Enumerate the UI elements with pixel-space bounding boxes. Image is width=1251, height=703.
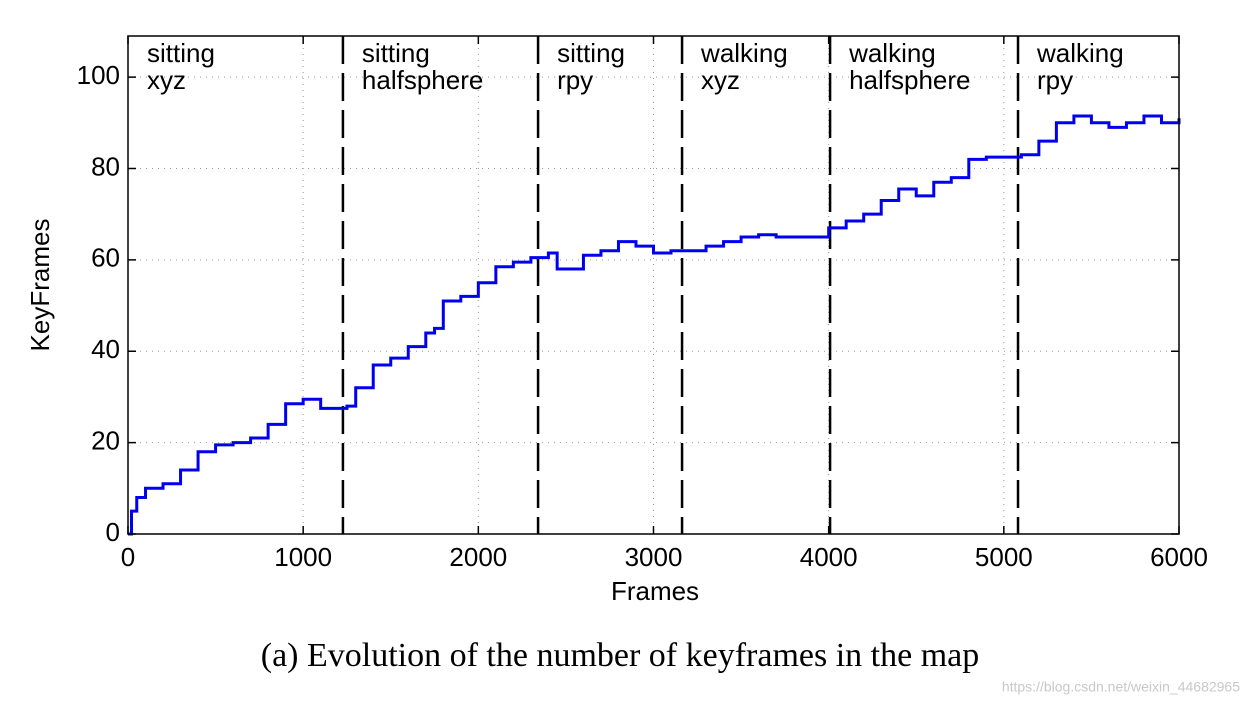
y-tick-label: 20 xyxy=(91,425,120,455)
y-tick-label: 0 xyxy=(106,517,120,547)
segment-label: walking xyxy=(848,38,936,68)
x-tick-label: 0 xyxy=(121,542,135,572)
segment-label: walking xyxy=(1036,38,1124,68)
caption: (a) Evolution of the number of keyframes… xyxy=(261,637,980,674)
x-tick-label: 4000 xyxy=(800,542,858,572)
x-tick-label: 6000 xyxy=(1150,542,1208,572)
segment-label: rpy xyxy=(1037,65,1073,95)
segment-label: halfsphere xyxy=(362,65,483,95)
watermark: https://blog.csdn.net/weixin_44682965 xyxy=(1002,679,1240,695)
x-tick-label: 2000 xyxy=(449,542,507,572)
data-line xyxy=(128,114,1181,536)
x-tick-label: 3000 xyxy=(625,542,683,572)
y-tick-label: 60 xyxy=(91,243,120,273)
y-tick-label: 80 xyxy=(91,151,120,181)
segment-label: xyz xyxy=(701,65,740,95)
y-axis-label: KeyFrames xyxy=(25,219,55,352)
x-axis-label: Frames xyxy=(611,576,699,606)
segment-label: sitting xyxy=(147,38,215,68)
x-tick-label: 5000 xyxy=(975,542,1033,572)
segment-label: sitting xyxy=(557,38,625,68)
segment-label: sitting xyxy=(362,38,430,68)
y-tick-label: 100 xyxy=(77,60,120,90)
segment-label: rpy xyxy=(557,65,593,95)
segment-label: walking xyxy=(700,38,788,68)
segment-label: xyz xyxy=(147,65,186,95)
segment-label: halfsphere xyxy=(849,65,970,95)
plot-frame xyxy=(127,35,1180,535)
x-tick-label: 1000 xyxy=(274,542,332,572)
y-tick-label: 40 xyxy=(91,334,120,364)
